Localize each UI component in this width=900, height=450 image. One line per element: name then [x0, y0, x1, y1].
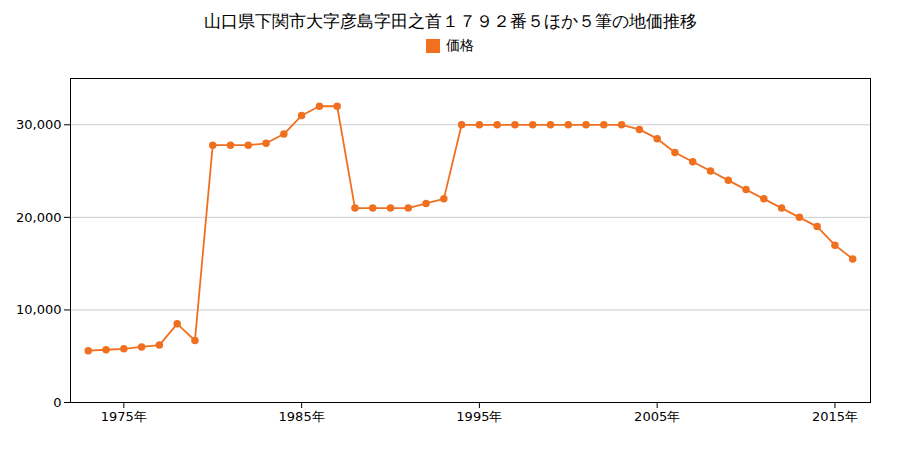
svg-text:30,000: 30,000	[16, 117, 62, 132]
html-text:価格: 価格	[446, 37, 474, 53]
html-text:山口県下関市大字彦島字田之首１７９２番５ほか５筆の地価推移: 山口県下関市大字彦島字田之首１７９２番５ほか５筆の地価推移	[203, 11, 697, 31]
svg-text:1975年: 1975年	[101, 409, 147, 424]
svg-text:20,000: 20,000	[16, 210, 62, 225]
svg-text:2015年: 2015年	[812, 409, 858, 424]
svg-text:0: 0	[53, 395, 61, 410]
svg-text:2005年: 2005年	[634, 409, 680, 424]
svg-text:1985年: 1985年	[279, 409, 325, 424]
svg-text:10,000: 10,000	[16, 302, 62, 317]
svg-text:1995年: 1995年	[456, 409, 502, 424]
